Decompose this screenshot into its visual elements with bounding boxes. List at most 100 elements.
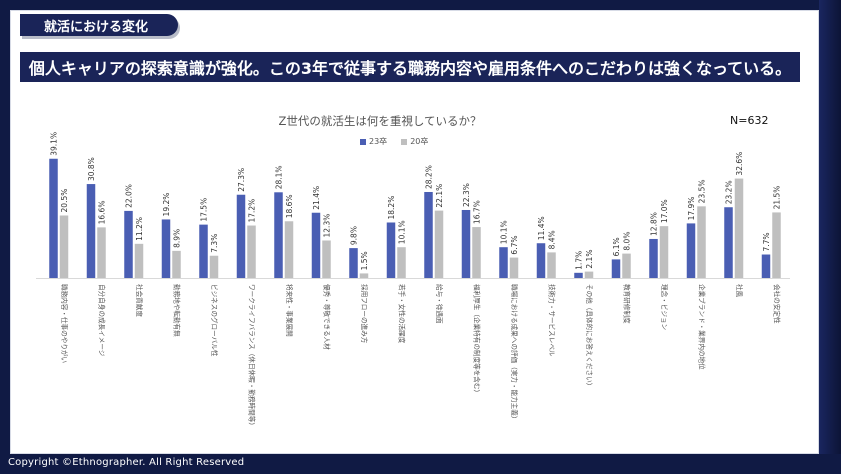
- bar-20-3: [172, 250, 181, 278]
- data-label-23-7: 21.4%: [312, 186, 321, 210]
- bar-20-1: [97, 227, 106, 278]
- data-label-20-7: 12.3%: [323, 214, 332, 238]
- bar-23-10: [424, 191, 433, 278]
- data-label-23-3: 19.2%: [162, 193, 171, 217]
- bar-23-17: [686, 223, 696, 278]
- legend-swatch-23: [360, 138, 366, 145]
- bar-20-0: [59, 215, 69, 278]
- category-label-0: 職務内容・仕事のやりがい: [60, 284, 69, 364]
- data-label-20-5: 17.2%: [248, 199, 257, 223]
- data-label-20-12: 6.7%: [510, 236, 519, 255]
- bar-23-15: [611, 259, 621, 278]
- data-label-20-18: 32.6%: [735, 152, 744, 176]
- footer: Copyright ©Ethnographer. All Right Reser…: [0, 454, 841, 474]
- bar-20-18: [734, 178, 744, 278]
- bar-23-19: [761, 254, 771, 278]
- data-label-23-12: 10.1%: [500, 220, 509, 244]
- data-label-23-13: 11.4%: [537, 216, 546, 240]
- bar-23-6: [274, 192, 283, 278]
- headline: 個人キャリアの探索意識が強化。この3年で従事する職務内容や雇用条件へのこだわりは…: [20, 52, 800, 82]
- data-label-23-19: 7.7%: [762, 232, 771, 251]
- data-label-20-14: 2.1%: [585, 250, 594, 269]
- data-label-23-4: 17.5%: [200, 198, 209, 222]
- category-label-6: 将来性・事業展開: [285, 284, 294, 337]
- legend-label-20: 20卒: [410, 137, 429, 146]
- bar-23-5: [236, 194, 246, 278]
- legend-item-20: 20卒: [401, 136, 428, 147]
- category-label-5: ワークライフバランス（休日休暇・勤務時間等）: [247, 284, 256, 429]
- bar-23-13: [536, 243, 546, 278]
- data-label-23-18: 23.2%: [725, 180, 734, 204]
- category-label-9: 若手・女性の活躍度: [397, 284, 406, 344]
- bar-20-2: [134, 243, 144, 278]
- data-label-23-8: 9.8%: [350, 226, 359, 245]
- bar-20-15: [622, 253, 631, 278]
- data-label-23-17: 17.9%: [687, 197, 696, 221]
- category-label-7: 優秀・尊敬できる人材: [322, 284, 331, 350]
- category-label-14: その他（具体的にお答えください）: [585, 284, 594, 389]
- category-label-13: 技術力・サービスレベル: [547, 284, 556, 357]
- data-label-23-15: 6.1%: [612, 237, 621, 256]
- bar-23-0: [49, 158, 58, 278]
- bar-23-9: [386, 222, 396, 278]
- category-label-4: ビジネスのグローバル性: [210, 284, 219, 357]
- data-label-20-15: 8.0%: [623, 232, 632, 251]
- category-label-12: 職場における成果への評価（実力・能力主義）: [510, 284, 519, 422]
- category-label-2: 社会貢献度: [135, 284, 144, 317]
- data-label-23-14: 1.7%: [575, 251, 584, 270]
- bar-23-11: [461, 209, 471, 278]
- bar-20-14: [584, 271, 594, 278]
- data-label-20-9: 10.1%: [398, 220, 407, 244]
- bar-20-5: [247, 225, 256, 278]
- bar-23-18: [724, 207, 733, 278]
- category-label-8: 採用フローの進み方: [360, 284, 369, 344]
- data-label-20-0: 20.5%: [60, 189, 69, 213]
- chart-title: Z世代の就活生は何を重視しているか？: [278, 114, 482, 128]
- data-label-23-9: 18.2%: [387, 196, 396, 220]
- data-label-20-13: 8.4%: [548, 230, 557, 249]
- category-label-17: 企業ブランド・業界内の地位: [697, 284, 706, 370]
- data-label-20-2: 11.2%: [135, 217, 144, 241]
- data-label-20-8: 1.5%: [360, 251, 369, 270]
- sample-size: N=632: [730, 114, 769, 127]
- bar-23-3: [161, 219, 171, 278]
- bar-23-12: [499, 247, 508, 278]
- bar-23-1: [86, 184, 96, 278]
- bar-20-9: [397, 247, 406, 278]
- bar-20-11: [472, 227, 481, 278]
- bar-23-16: [649, 238, 658, 278]
- category-label-1: 自分自身の成長イメージ: [97, 284, 106, 357]
- data-label-23-16: 12.8%: [650, 212, 659, 236]
- data-label-20-16: 17.0%: [660, 199, 669, 223]
- bar-20-19: [772, 212, 781, 278]
- bar-20-12: [509, 257, 519, 278]
- bar-20-7: [322, 240, 331, 278]
- category-label-11: 福利厚生（企業特有の制度等を含む）: [472, 284, 481, 396]
- legend-swatch-20: [401, 138, 408, 145]
- data-label-23-5: 27.3%: [237, 168, 246, 192]
- data-label-20-6: 18.6%: [285, 194, 294, 218]
- bar-20-10: [434, 210, 444, 278]
- frame-left: [0, 0, 10, 474]
- bar-23-4: [199, 224, 208, 278]
- legend-label-23: 23卒: [369, 137, 388, 146]
- category-label-3: 勤務地や転勤有無: [172, 284, 181, 337]
- data-label-23-11: 22.3%: [462, 183, 471, 207]
- data-label-20-17: 23.5%: [698, 179, 707, 203]
- data-label-20-10: 22.1%: [435, 184, 444, 208]
- data-label-23-1: 30.8%: [87, 157, 96, 181]
- bar-20-6: [284, 221, 294, 278]
- data-label-23-10: 28.2%: [425, 165, 434, 189]
- frame-right: [819, 0, 841, 474]
- category-label-15: 教育研修制度: [622, 284, 631, 324]
- category-label-19: 会社の安定性: [772, 284, 781, 324]
- bar-23-14: [574, 272, 583, 278]
- copyright-text: Copyright ©Ethnographer. All Right Reser…: [8, 457, 245, 468]
- bar-20-4: [209, 255, 219, 278]
- data-label-23-6: 28.1%: [275, 165, 284, 189]
- bar-20-16: [659, 226, 669, 278]
- bar-23-8: [349, 248, 358, 278]
- category-label-10: 給与・待遇面: [435, 284, 444, 324]
